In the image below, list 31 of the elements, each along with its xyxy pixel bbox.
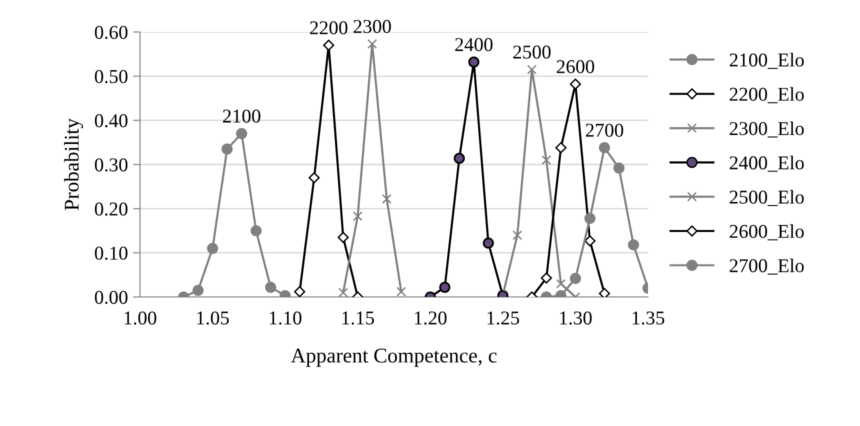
annotation: 2200 <box>310 21 348 34</box>
x-tick-label: 1.05 <box>197 311 229 325</box>
legend-label: 2600_Elo <box>730 224 804 240</box>
y-tick-label: 0.60 <box>94 26 128 40</box>
annotation: 2600 <box>556 60 594 74</box>
x-tick-label: 1.15 <box>342 312 374 325</box>
legend-label: 2300_Elo <box>730 121 804 138</box>
legend-label: 2200_Elo <box>730 87 804 104</box>
x-tick-label: 1.25 <box>488 312 520 325</box>
x-tick-label: 1.35 <box>632 312 664 325</box>
y-tick-label: 0.40 <box>94 114 128 128</box>
legend-label: 2100_Elo <box>730 52 804 69</box>
y-tick-label: 0.00 <box>94 290 128 304</box>
x-axis-title: Apparent Competence, c <box>290 348 497 367</box>
x-tick-label: 1.00 <box>124 311 156 325</box>
y-tick-label: 0.20 <box>94 202 128 216</box>
x-tick-label: 1.20 <box>414 311 447 325</box>
annotation: 2300 <box>354 20 391 34</box>
y-tick-label: 0.10 <box>94 246 128 260</box>
legend-label: 2500_Elo <box>730 190 804 206</box>
y-axis-title: Probability <box>64 118 84 210</box>
x-tick-label: 1.30 <box>560 311 592 325</box>
annotation: 2700 <box>586 124 624 137</box>
legend-label: 2700_Elo <box>730 258 804 275</box>
annotation: 2400 <box>455 38 493 52</box>
y-tick-label: 0.50 <box>94 70 128 84</box>
x-tick-label: 1.10 <box>270 311 302 325</box>
y-tick-label: 0.30 <box>94 158 128 172</box>
annotation: 2100 <box>223 110 260 123</box>
annotation: 2500 <box>513 46 551 59</box>
legend-label: 2400_Elo <box>730 156 804 172</box>
